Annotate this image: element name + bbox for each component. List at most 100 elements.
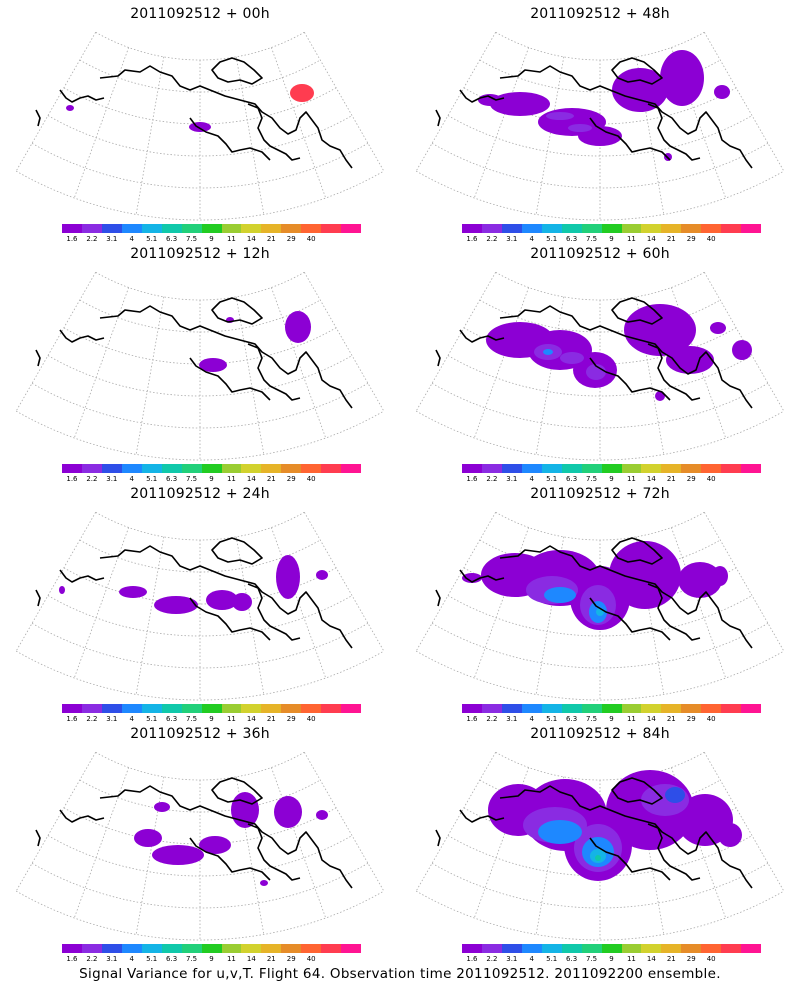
meridian-gridline [703,32,785,172]
colorbar-segment [281,464,302,473]
colorbar-segment [281,704,302,713]
variance-contour [665,787,685,803]
latitude-gridline [495,511,705,541]
colorbar-tick-label: 40 [306,715,316,723]
latitude-gridline [479,299,721,333]
colorbar-segment [341,224,362,233]
colorbar-segment [462,704,482,713]
colorbar-tick-label: 29 [286,955,296,963]
colorbar-segment [521,464,542,473]
colorbar-tick-label: 5.1 [146,475,158,483]
forecast-panel: 2011092512 + 48h 1.6 2.2 3.1 4 5.1 6.3 7.5 9 11 14… [400,0,800,243]
colorbar-segment [101,704,122,713]
meridian-gridline [473,287,530,439]
colorbar-segment [601,704,622,713]
panel-title: 2011092512 + 36h [130,726,270,742]
colorbar-segment [341,944,362,953]
meridian-gridline [15,512,97,652]
colorbar-segment [741,464,762,473]
colorbar-segment [181,464,202,473]
colorbar-segment [521,944,542,953]
colorbar-tick-label: 14 [246,715,256,723]
colorbar-tick-label: 7.5 [585,475,598,483]
meridian-gridline [73,287,130,439]
colorbar-labels: 1.6 2.2 3.1 4 5.1 6.3 7.5 9 11 14 21 29 40 [450,235,770,245]
forecast-panel: 2011092512 + 84h 1.6 2.2 3.1 4 5.1 6.3 7.5 9 11 14… [400,720,800,963]
variance-contour [712,566,728,586]
colorbar-segment [521,224,542,233]
colorbar-tick-label: 4 [529,475,534,483]
figure-caption: Signal Variance for u,v,T. Flight 64. Ob… [79,966,721,982]
colorbar-tick-label: 6.3 [566,715,578,723]
colorbar-tick-label: 4 [529,715,534,723]
meridian-gridline [635,536,665,695]
panel-title: 2011092512 + 72h [530,486,670,502]
colorbar-segment [681,464,702,473]
colorbar-tick-label: 2.2 [486,715,498,723]
colorbar-tick-label: 3.1 [106,235,118,243]
meridian-gridline [535,776,565,935]
variance-contour [199,836,231,854]
latitude-gridline [95,511,305,541]
colorbar-segment [741,704,762,713]
colorbar-tick-label: 3.1 [106,715,118,723]
meridian-gridline [270,767,327,919]
colorbar-segment [561,704,582,713]
colorbar-tick-label: 3.1 [506,715,518,723]
colorbar-segment [141,944,162,953]
forecast-panel: 2011092512 + 36h 1.6 2.2 3.1 4 5.1 6.3 7.5 9 11 14… [0,720,400,963]
meridian-gridline [635,776,665,935]
colorbar-tick-label: 5.1 [146,235,158,243]
colorbar-tick-label: 5.1 [146,955,158,963]
latitude-gridline [47,115,353,157]
panel-title: 2011092512 + 48h [530,6,670,22]
variance-contour [609,541,681,609]
colorbar-segment [481,464,502,473]
coastline [435,297,753,409]
colorbar-segment [341,704,362,713]
colorbar-segment [561,944,582,953]
colorbar-tick-label: 3.1 [506,955,518,963]
variance-contour [134,829,162,847]
meridian-gridline [270,287,327,439]
colorbar-tick-label: 7.5 [185,475,198,483]
variance-contour [276,555,300,599]
colorbar-segment [161,944,182,953]
colorbar-tick-label: 6.3 [166,955,178,963]
colorbar-segment [241,464,262,473]
colorbar-tick-label: 21 [266,475,276,483]
latitude-gridline [479,539,721,573]
variance-contour [678,562,722,598]
variance-contour [624,304,696,356]
colorbar-tick-label: 6.3 [166,715,178,723]
latitude-gridline [415,650,785,701]
latitude-gridline [31,622,369,669]
colorbar-tick-label: 9 [609,955,614,963]
colorbar-segment [201,944,222,953]
variance-contour [660,50,704,106]
colorbar-segment [62,464,82,473]
latitude-gridline [431,862,769,909]
colorbar-tick-label: 29 [686,475,696,483]
colorbar-segment [481,704,502,713]
variance-contour [462,573,482,583]
colorbar-labels: 1.6 2.2 3.1 4 5.1 6.3 7.5 9 11 14 21 29 40 [50,235,370,245]
colorbar-segment [681,944,702,953]
colorbar-tick-label: 14 [246,235,256,243]
colorbar-segment [301,464,322,473]
colorbar-segment [301,944,322,953]
colorbar-segment [81,464,102,473]
colorbar-segment [181,704,202,713]
variance-contour [232,593,252,611]
colorbar-tick-label: 5.1 [546,235,558,243]
meridian-gridline [135,536,165,695]
colorbar-tick-label: 21 [266,235,276,243]
colorbar-tick-label: 11 [626,715,636,723]
meridian-gridline [235,776,265,935]
latitude-gridline [463,327,737,365]
colorbar-tick-label: 5.1 [546,955,558,963]
variance-contour [59,586,65,594]
colorbar-tick-label: 2.2 [86,235,98,243]
colorbar-tick-label: 2.2 [86,715,98,723]
colorbar-tick-label: 40 [306,475,316,483]
